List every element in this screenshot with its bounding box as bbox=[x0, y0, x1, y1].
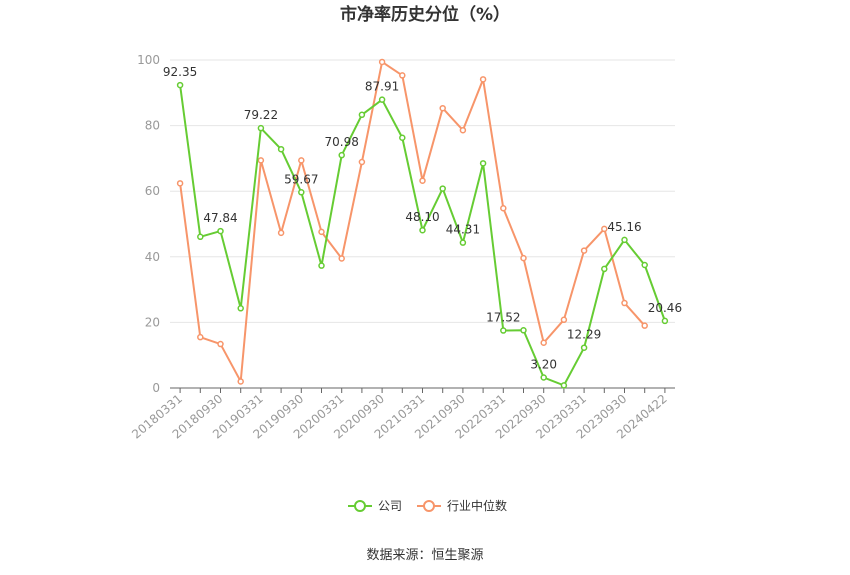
data-point bbox=[358, 111, 366, 119]
legend-swatch-marker bbox=[423, 500, 435, 512]
data-label: 59.67 bbox=[284, 172, 318, 186]
data-point bbox=[601, 265, 608, 273]
data-point bbox=[560, 316, 568, 324]
data-point bbox=[500, 327, 507, 334]
data-point bbox=[358, 158, 366, 166]
data-point bbox=[520, 254, 527, 262]
data-label: 87.91 bbox=[365, 80, 399, 94]
data-point bbox=[197, 233, 204, 241]
data-label: 47.84 bbox=[203, 211, 237, 225]
data-point bbox=[298, 189, 305, 196]
series-group bbox=[176, 58, 669, 389]
data-point bbox=[419, 177, 426, 184]
y-tick-label: 0 bbox=[152, 381, 160, 395]
legend-label: 公司 bbox=[378, 499, 402, 513]
data-point bbox=[318, 228, 325, 236]
data-point bbox=[378, 96, 386, 103]
data-label: 45.16 bbox=[607, 220, 641, 234]
data-point bbox=[217, 227, 224, 235]
data-label: 70.98 bbox=[325, 135, 359, 149]
data-point bbox=[277, 229, 285, 237]
y-tick-label: 100 bbox=[137, 53, 160, 67]
data-point bbox=[237, 305, 244, 312]
data-point bbox=[237, 378, 244, 385]
legend-label: 行业中位数 bbox=[447, 498, 507, 513]
data-point bbox=[560, 382, 568, 389]
data-point bbox=[298, 157, 305, 164]
data-point bbox=[257, 157, 265, 164]
data-point bbox=[439, 104, 446, 112]
y-tick-label: 20 bbox=[145, 315, 160, 329]
data-label: 20.46 bbox=[648, 301, 682, 315]
series-line bbox=[179, 60, 646, 383]
data-point bbox=[540, 374, 547, 381]
source-note: 数据来源：恒生聚源 bbox=[366, 548, 483, 563]
data-point bbox=[520, 327, 527, 334]
data-point bbox=[580, 344, 588, 351]
data-point bbox=[580, 247, 588, 254]
data-point bbox=[540, 339, 547, 346]
x-axis: 2018033120180930201903312019093020200331… bbox=[129, 387, 675, 442]
data-label: 92.35 bbox=[163, 65, 197, 79]
data-point bbox=[621, 299, 628, 307]
data-point bbox=[419, 226, 426, 234]
data-point bbox=[459, 239, 467, 246]
chart-title: 市净率历史分位（%） bbox=[340, 4, 510, 25]
data-point bbox=[197, 333, 204, 341]
data-point bbox=[257, 124, 265, 132]
legend[interactable]: 公司 行业中位数 bbox=[348, 498, 507, 513]
data-point bbox=[217, 340, 224, 348]
data-label: 17.52 bbox=[486, 311, 520, 325]
data-point bbox=[601, 225, 608, 233]
data-point bbox=[338, 255, 345, 262]
data-point bbox=[661, 317, 669, 325]
data-point bbox=[641, 261, 648, 269]
legend-swatch-marker bbox=[354, 500, 366, 512]
data-point bbox=[459, 126, 467, 134]
data-point bbox=[399, 72, 406, 79]
data-labels: 92.35 47.84 79.22 59.67 70.98 87.91 48.10 44.31… bbox=[163, 65, 682, 371]
data-point bbox=[338, 151, 345, 159]
data-label: 79.22 bbox=[244, 108, 278, 122]
y-tick-label: 40 bbox=[145, 250, 160, 264]
data-point bbox=[621, 236, 628, 244]
data-point bbox=[479, 160, 487, 167]
y-tick-label: 80 bbox=[145, 119, 160, 133]
data-point bbox=[399, 134, 406, 141]
y-axis-ticks: 0 20 40 60 80 100 bbox=[137, 53, 160, 395]
data-label: 44.31 bbox=[446, 223, 480, 237]
data-point bbox=[176, 180, 184, 187]
grid-lines bbox=[170, 59, 675, 323]
data-point bbox=[500, 205, 507, 212]
data-label: 3.20 bbox=[530, 358, 557, 372]
y-tick-label: 60 bbox=[145, 184, 160, 198]
data-label: 48.10 bbox=[405, 210, 439, 224]
data-point bbox=[277, 145, 285, 153]
data-point bbox=[378, 58, 386, 66]
data-point bbox=[641, 322, 648, 329]
data-point bbox=[439, 185, 446, 192]
data-point bbox=[479, 76, 487, 83]
data-point bbox=[176, 81, 184, 89]
data-point bbox=[318, 262, 325, 269]
data-label: 12.29 bbox=[567, 328, 601, 342]
